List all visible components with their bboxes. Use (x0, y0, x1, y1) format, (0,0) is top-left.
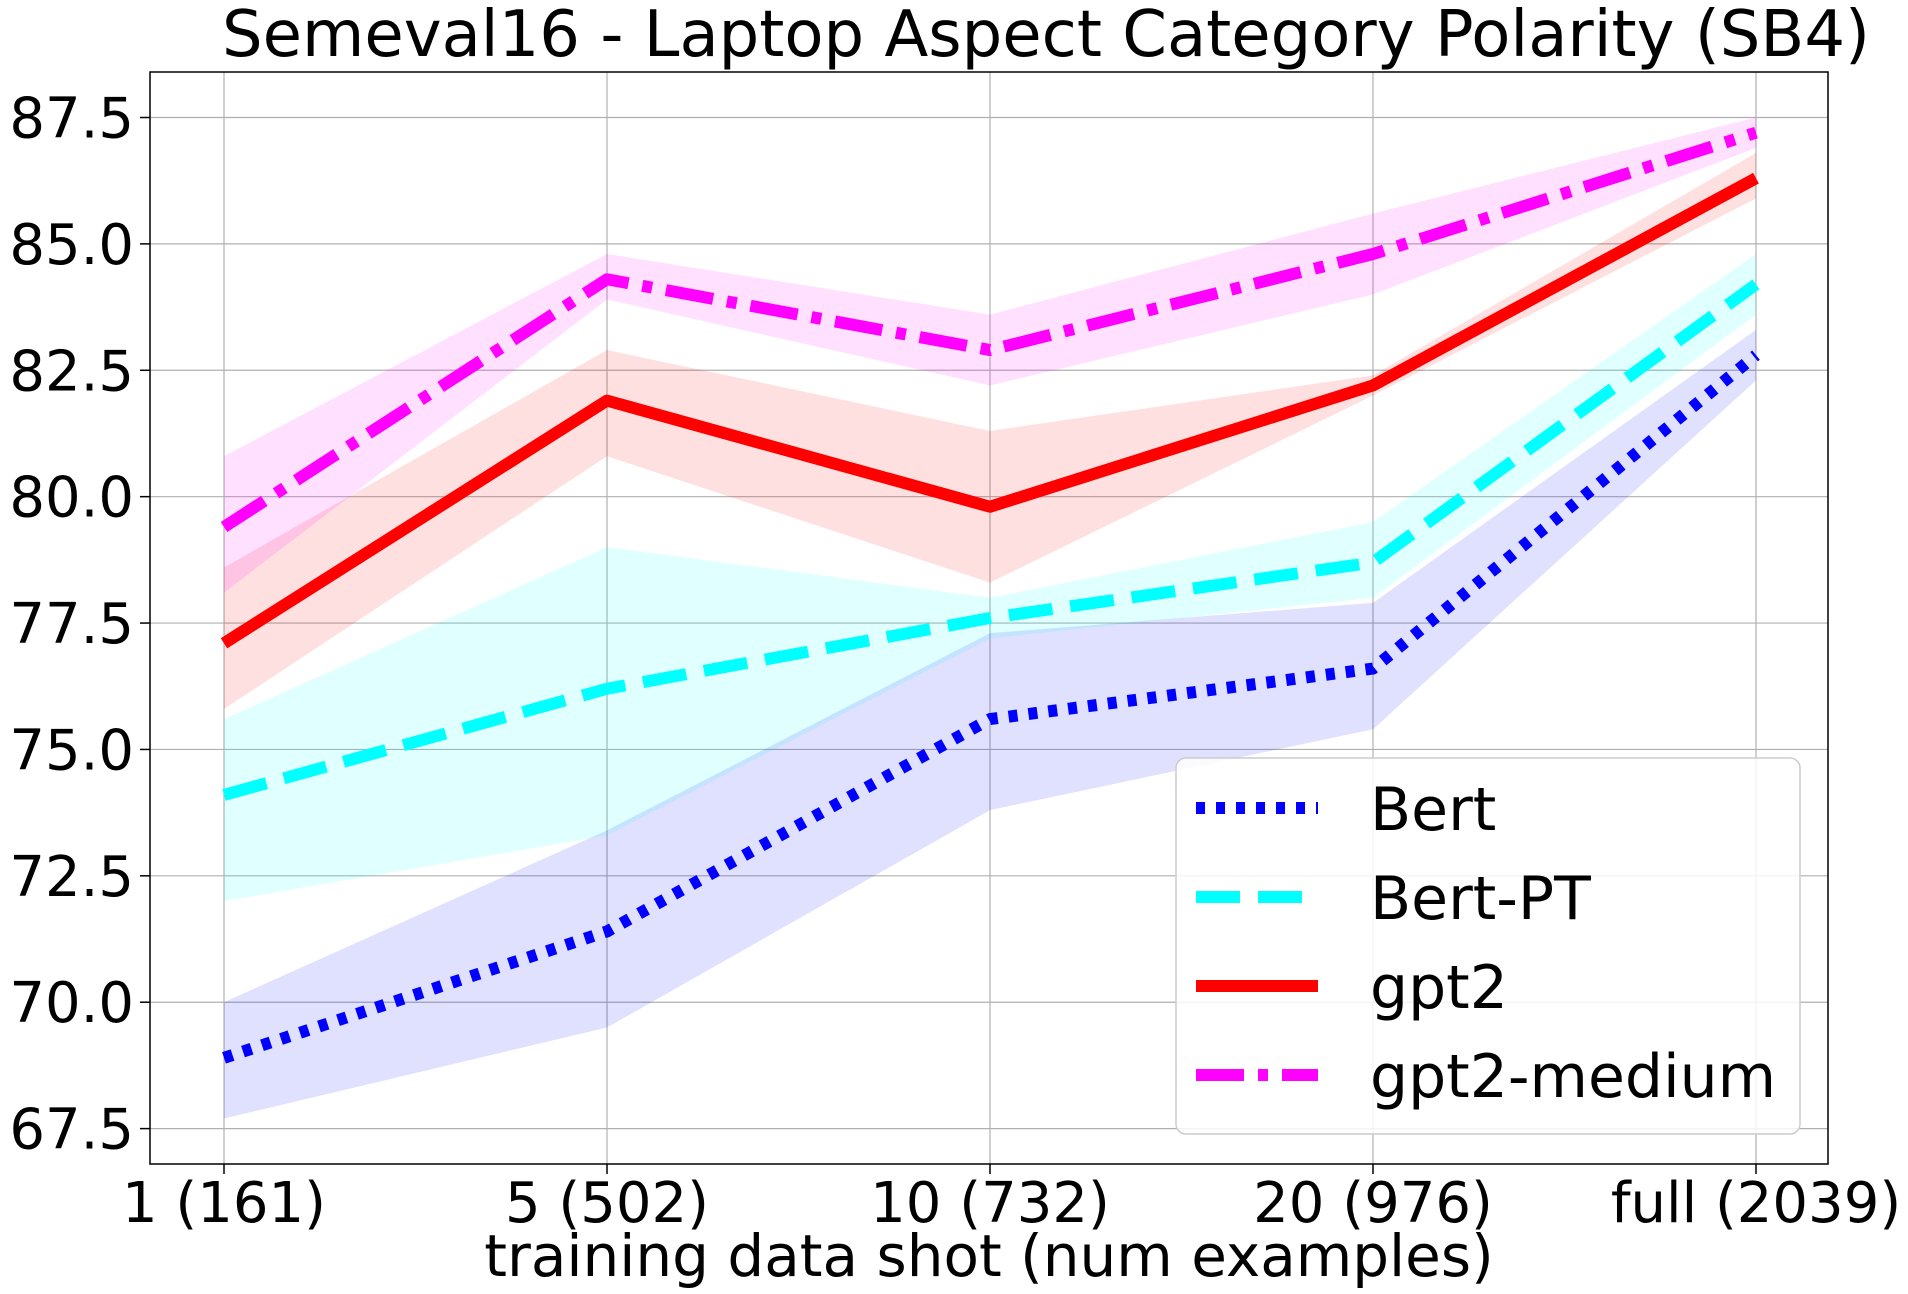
band-gpt2 (224, 152, 1756, 709)
x-tick-label: 10 (732) (870, 1171, 1110, 1236)
x-axis-ticks: 1 (161) 5 (502) 10 (732) 20 (976) full (2039… (122, 1164, 1901, 1236)
x-tick-label: 5 (502) (505, 1171, 709, 1236)
legend-label-gpt2-medium: gpt2-medium (1370, 1042, 1776, 1112)
y-tick-label: 80.0 (9, 466, 134, 531)
y-tick-label: 87.5 (9, 87, 134, 152)
plot-frame (149, 71, 1829, 1165)
y-tick-label: 85.0 (9, 213, 134, 278)
y-tick-label: 72.5 (9, 845, 134, 910)
x-tick-label: full (2039) (1611, 1171, 1901, 1236)
y-tick-label: 75.0 (9, 718, 134, 783)
y-axis-ticks: 67.5 70.0 72.5 75.0 77.5 80.0 82.5 85.0 87.5 (9, 87, 150, 1163)
y-tick-label: 77.5 (9, 592, 134, 657)
chart-title: Semeval16 - Laptop Aspect Category Polar… (222, 0, 1870, 72)
legend: Bert Bert-PT gpt2 gpt2-medium (1175, 757, 1801, 1135)
band-bert (224, 329, 1756, 1119)
y-tick-label: 82.5 (9, 339, 134, 404)
y-tick-label: 67.5 (9, 1098, 134, 1163)
legend-label-gpt2: gpt2 (1370, 953, 1508, 1023)
grid (150, 72, 1828, 1164)
legend-label-bert: Bert (1370, 775, 1496, 845)
legend-label-bert-pt: Bert-PT (1370, 864, 1591, 934)
y-tick-label: 70.0 (9, 971, 134, 1036)
x-tick-label: 20 (976) (1253, 1171, 1493, 1236)
band-bert-pt (224, 254, 1756, 902)
series-lines (220, 126, 1760, 1064)
x-tick-label: 1 (161) (122, 1171, 326, 1236)
x-axis-label: training data shot (num examples) (484, 1222, 1493, 1290)
legend-frame (1175, 757, 1801, 1135)
